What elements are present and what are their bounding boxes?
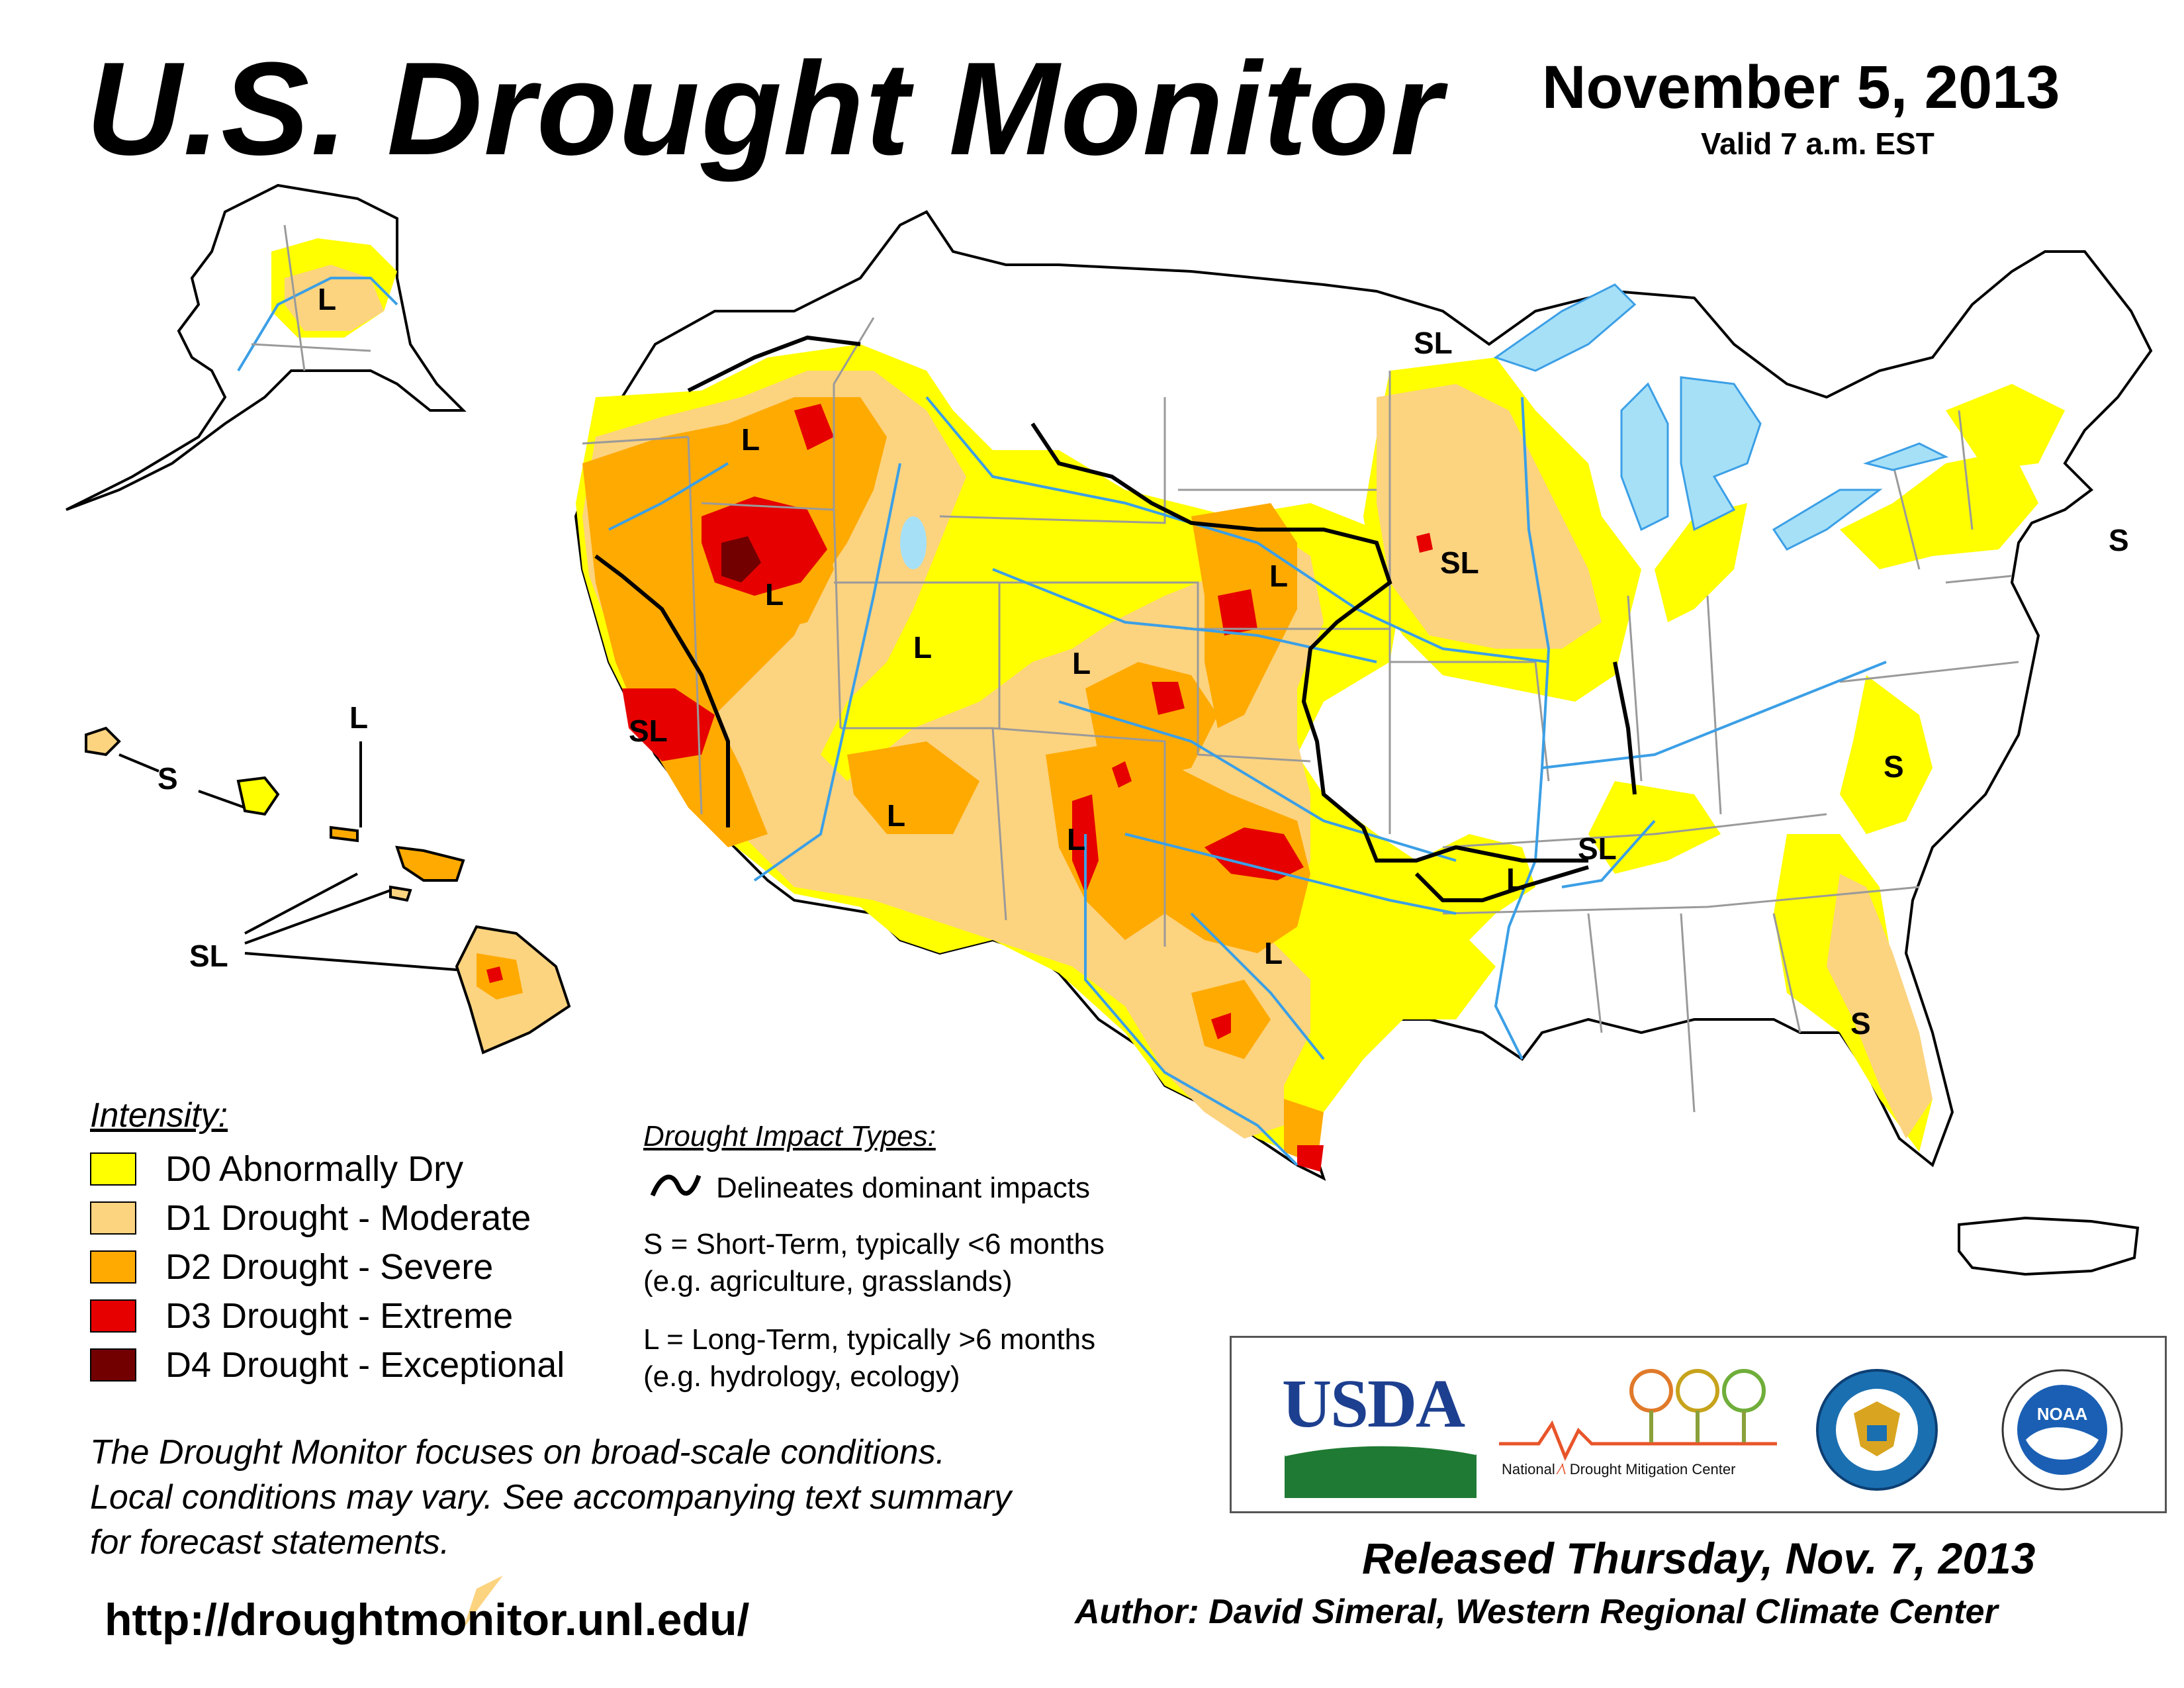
label-alaska: L [318,282,336,316]
alaska-river [237,277,398,372]
commerce-seal-icon [1816,1369,1938,1491]
label-utah: L [913,630,932,665]
rivers [608,396,1887,1166]
ndmc-text-part2: Drought Mitigation Center [1569,1461,1736,1477]
partner-logos: USDA National ⁄\ Drought Mitigation Cent… [1230,1336,2167,1513]
impact-labels: L S L SL L L L SL L L L L L SL SL SL L S… [158,282,2129,1041]
legend-item-d3: D3 Drought - Extreme [90,1295,513,1337]
label-minnesota: SL [1414,326,1453,360]
label-hawaii-s: S [158,761,178,796]
legend-label-d1: D1 Drought - Moderate [165,1198,531,1238]
alaska-boundary [251,224,371,371]
delineation-line-icon [650,1174,702,1197]
release-date: Released Thursday, Nov. 7, 2013 [1362,1534,2036,1583]
label-virginia: S [1884,749,1904,784]
label-texas: L [1264,936,1283,970]
valid-time: Valid 7 a.m. EST [1701,126,1934,161]
label-oregon: L [741,422,760,457]
label-new-mexico: L [1067,822,1085,857]
note-line-1: The Drought Monitor focuses on broad-sca… [90,1433,946,1472]
label-florida: S [1850,1006,1871,1041]
author-credit: Author: David Simeral, Western Regional … [1075,1593,1998,1631]
d4-areas [721,536,761,583]
impact-delineates-text: Delineates dominant impacts [716,1172,1090,1204]
label-colorado: L [1072,646,1091,680]
legend-label-d2: D2 Drought - Severe [165,1247,494,1287]
impact-types-title: Drought Impact Types: [643,1120,936,1152]
legend-swatch-d2 [90,1250,136,1284]
label-nevada: L [765,577,784,612]
great-salt-lake [900,516,927,569]
label-california: SL [629,714,668,748]
legend-item-d2: D2 Drought - Severe [90,1246,493,1288]
label-arkansas: L [1506,862,1525,896]
label-massachusetts: S [2109,523,2129,557]
legend-swatch-d0 [90,1152,136,1186]
impact-short-line1: S = Short-Term, typically <6 months [643,1228,1105,1260]
puerto-rico [1958,1216,2140,1276]
legend-swatch-d3 [90,1299,136,1333]
legend-swatch-d1 [90,1201,136,1235]
note-line-2: Local conditions may vary. See accompany… [90,1478,1012,1517]
impact-long-line2: (e.g. hydrology, ecology) [643,1360,960,1393]
legend-label-d0: D0 Abnormally Dry [165,1149,464,1189]
legend-item-d0: D0 Abnormally Dry [90,1148,463,1190]
state-boundaries [582,317,2019,1113]
label-iowa: SL [1440,545,1479,580]
label-arizona: L [887,798,905,833]
label-tennessee: SL [1578,831,1617,866]
impact-lines [594,335,1637,902]
alaska-outline [66,183,467,511]
noaa-logo-icon: NOAA [2001,1369,2123,1491]
label-hawaii-l: L [349,700,368,735]
legend-swatch-d4 [90,1348,136,1382]
legend-item-d1: D1 Drought - Moderate [90,1197,531,1239]
ndmc-text-part1: National [1502,1461,1555,1477]
great-lakes [1493,283,1949,551]
label-hawaii-sl: SL [189,939,228,973]
ndmc-logo-text: National ⁄\ Drought Mitigation Center [1502,1461,1736,1477]
disclaimer-note: The Drought Monitor focuses on broad-sca… [90,1430,1011,1565]
label-nebraska: L [1269,559,1288,593]
hawaii-islands [85,726,571,1055]
note-line-3: for forecast statements. [90,1523,450,1562]
legend-title: Intensity: [90,1096,228,1135]
legend-label-d4: D4 Drought - Exceptional [165,1345,565,1385]
usda-logo-icon [1285,1442,1477,1498]
page-title: U.S. Drought Monitor [86,35,1443,183]
noaa-text: NOAA [2037,1404,2088,1424]
usda-logo-text: USDA [1282,1366,1465,1442]
impact-short-line2: (e.g. agriculture, grasslands) [643,1265,1013,1297]
impact-long-line1: L = Long-Term, typically >6 months [643,1323,1096,1356]
ndmc-logo-icon [1499,1369,1777,1462]
alaska-d1 [285,265,384,331]
legend-label-d3: D3 Drought - Extreme [165,1296,514,1336]
hawaii-leader-lines [118,741,457,971]
drought-monitor-url[interactable]: http://droughtmonitor.unl.edu/ [105,1595,750,1645]
legend-item-d4: D4 Drought - Exceptional [90,1344,565,1386]
map-date: November 5, 2013 [1542,54,2060,121]
